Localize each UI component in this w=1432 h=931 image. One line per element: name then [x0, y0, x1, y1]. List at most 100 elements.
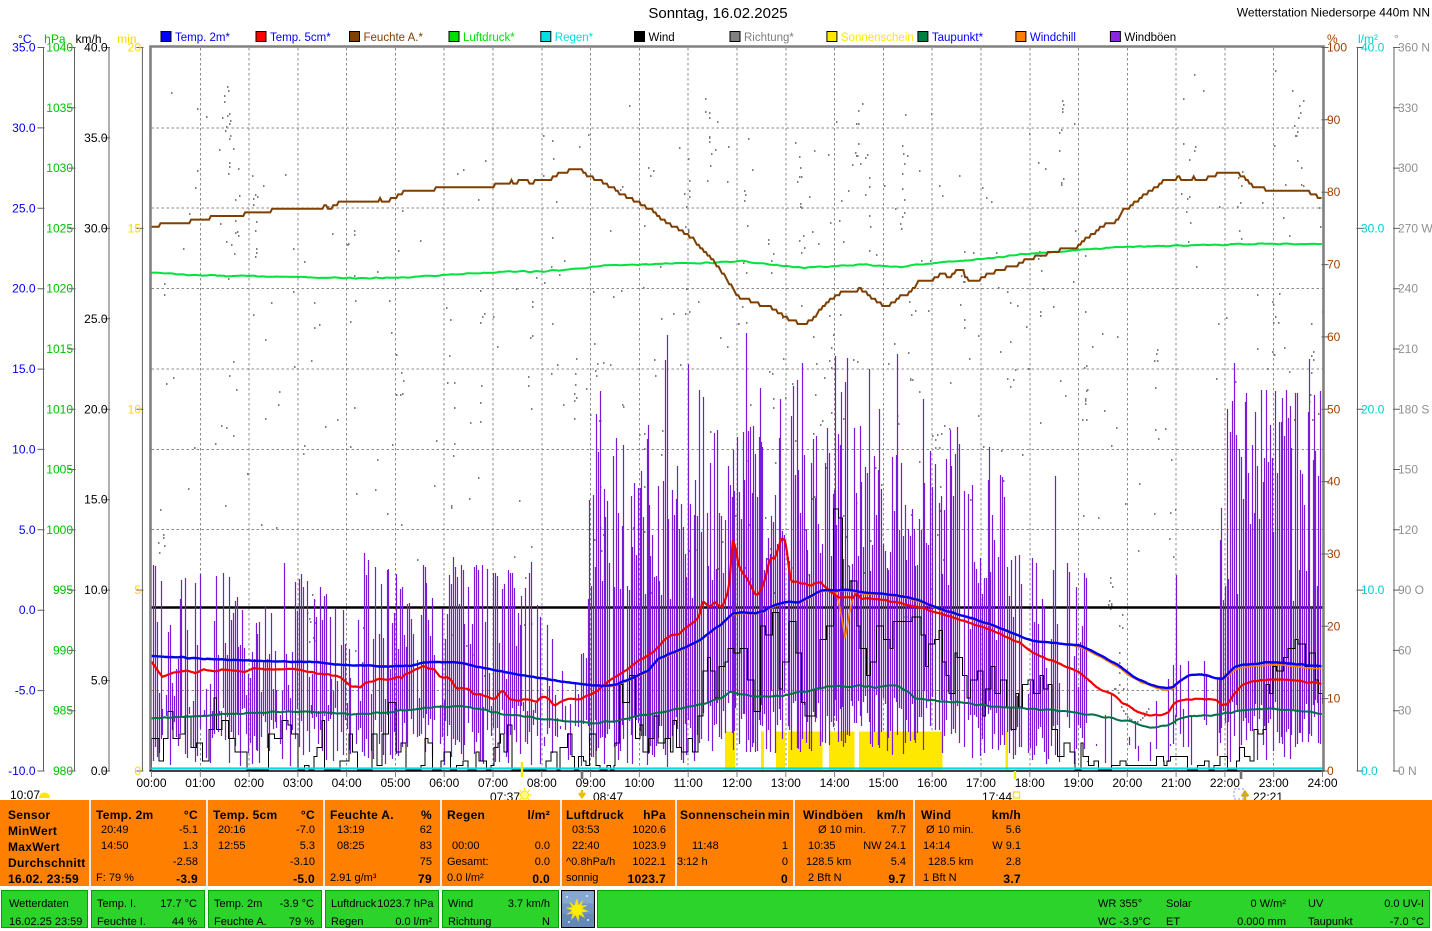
svg-text:-10.0: -10.0: [8, 764, 36, 778]
svg-text:Temp. 2m*: Temp. 2m*: [175, 32, 230, 44]
svg-text:90: 90: [1327, 113, 1341, 127]
svg-text:min: min: [117, 32, 136, 46]
svg-text:330: 330: [1398, 101, 1418, 115]
svg-text:15:00: 15:00: [868, 776, 898, 790]
svg-text:70: 70: [1327, 258, 1341, 272]
svg-text:Windböen: Windböen: [1124, 32, 1176, 44]
svg-text:10: 10: [128, 402, 142, 416]
svg-text:09:00: 09:00: [576, 776, 606, 790]
svg-text:30: 30: [1398, 704, 1412, 718]
svg-text:17:44: 17:44: [982, 790, 1012, 800]
svg-text:210: 210: [1398, 342, 1418, 356]
svg-text:60: 60: [1327, 330, 1341, 344]
svg-text:20.0: 20.0: [1361, 402, 1385, 416]
svg-text:17:00: 17:00: [966, 776, 996, 790]
svg-text:21:00: 21:00: [1161, 776, 1191, 790]
svg-text:08:00: 08:00: [527, 776, 557, 790]
svg-text:1025: 1025: [46, 221, 73, 235]
svg-text:Sonntag, 16.02.2025: Sonntag, 16.02.2025: [648, 5, 787, 22]
svg-text:30.0: 30.0: [84, 221, 108, 235]
svg-text:km/h: km/h: [75, 32, 101, 46]
svg-text:300: 300: [1398, 161, 1418, 175]
svg-text:°: °: [1394, 32, 1399, 46]
svg-text:03:00: 03:00: [283, 776, 313, 790]
svg-text:0.0: 0.0: [1361, 764, 1378, 778]
svg-text:30: 30: [1327, 547, 1341, 561]
svg-text:15: 15: [128, 221, 142, 235]
svg-text:Taupunkt*: Taupunkt*: [932, 32, 984, 44]
svg-text:24:00: 24:00: [1307, 776, 1337, 790]
svg-text:Sonnenschein: Sonnenschein: [841, 32, 914, 44]
svg-text:0 N: 0 N: [1398, 764, 1417, 778]
svg-text:1010: 1010: [46, 402, 73, 416]
svg-text:40.0: 40.0: [84, 41, 108, 55]
svg-text:11:00: 11:00: [674, 776, 703, 790]
svg-text:25.0: 25.0: [84, 312, 108, 326]
svg-text:16:00: 16:00: [917, 776, 947, 790]
svg-text:0.0: 0.0: [91, 764, 108, 778]
svg-text:Richtung*: Richtung*: [744, 32, 794, 44]
svg-text:90 O: 90 O: [1398, 583, 1424, 597]
svg-text:1015: 1015: [46, 342, 73, 356]
svg-text:40.0: 40.0: [1361, 41, 1385, 55]
svg-text:995: 995: [53, 583, 73, 597]
svg-text:01:00: 01:00: [185, 776, 215, 790]
svg-text:12:00: 12:00: [722, 776, 752, 790]
svg-text:980: 980: [53, 764, 73, 778]
svg-text:hPa: hPa: [44, 32, 66, 46]
svg-text:0: 0: [134, 764, 141, 778]
svg-text:-5.0: -5.0: [15, 684, 36, 698]
svg-text:10.0: 10.0: [1361, 583, 1385, 597]
svg-text:1040: 1040: [46, 41, 73, 55]
svg-text:Luftdruck*: Luftdruck*: [463, 32, 515, 44]
svg-text:20: 20: [128, 41, 142, 55]
svg-text:00:00: 00:00: [136, 776, 166, 790]
svg-text:20.0: 20.0: [12, 282, 36, 296]
svg-text:40: 40: [1327, 475, 1341, 489]
svg-text:04:00: 04:00: [332, 776, 362, 790]
svg-text:08:47: 08:47: [593, 790, 623, 800]
svg-text:18:00: 18:00: [1015, 776, 1045, 790]
svg-text:5: 5: [134, 583, 141, 597]
svg-text:Regen*: Regen*: [555, 32, 594, 44]
svg-text:%: %: [1327, 32, 1338, 46]
svg-text:360 N: 360 N: [1398, 41, 1430, 55]
svg-text:240: 240: [1398, 282, 1418, 296]
svg-text:5.0: 5.0: [19, 523, 36, 537]
svg-text:60: 60: [1398, 643, 1412, 657]
svg-text:50: 50: [1327, 402, 1341, 416]
svg-text:07:00: 07:00: [478, 776, 508, 790]
svg-text:80: 80: [1327, 185, 1341, 199]
svg-text:Feuchte A.*: Feuchte A.*: [364, 32, 424, 44]
svg-text:20.0: 20.0: [84, 402, 108, 416]
svg-text:Windchill: Windchill: [1030, 32, 1076, 44]
svg-text:1020: 1020: [46, 282, 73, 296]
svg-text:Temp. 5cm*: Temp. 5cm*: [270, 32, 331, 44]
svg-text:15.0: 15.0: [12, 362, 36, 376]
svg-text:22:00: 22:00: [1210, 776, 1240, 790]
svg-text:35.0: 35.0: [84, 131, 108, 145]
svg-text:°C: °C: [18, 32, 32, 46]
svg-text:1030: 1030: [46, 161, 73, 175]
svg-text:5.0: 5.0: [91, 674, 108, 688]
svg-text:0: 0: [1327, 764, 1334, 778]
svg-text:1005: 1005: [46, 463, 73, 477]
svg-text:100: 100: [1327, 41, 1347, 55]
svg-text:10:00: 10:00: [624, 776, 654, 790]
svg-text:23:00: 23:00: [1259, 776, 1289, 790]
svg-text:22:21: 22:21: [1253, 790, 1283, 800]
svg-text:1035: 1035: [46, 101, 73, 115]
svg-text:02:00: 02:00: [234, 776, 264, 790]
svg-text:10.0: 10.0: [12, 442, 36, 456]
svg-text:150: 150: [1398, 463, 1418, 477]
svg-text:14:00: 14:00: [820, 776, 850, 790]
svg-text:20:00: 20:00: [1112, 776, 1142, 790]
svg-text:20: 20: [1327, 619, 1341, 633]
svg-text:07:37: 07:37: [490, 790, 520, 800]
svg-text:05:00: 05:00: [380, 776, 410, 790]
svg-text:l/m²: l/m²: [1358, 32, 1378, 46]
svg-text:120: 120: [1398, 523, 1418, 537]
svg-text:985: 985: [53, 704, 73, 718]
svg-text:10: 10: [1327, 692, 1341, 706]
svg-text:10:07: 10:07: [10, 788, 40, 800]
